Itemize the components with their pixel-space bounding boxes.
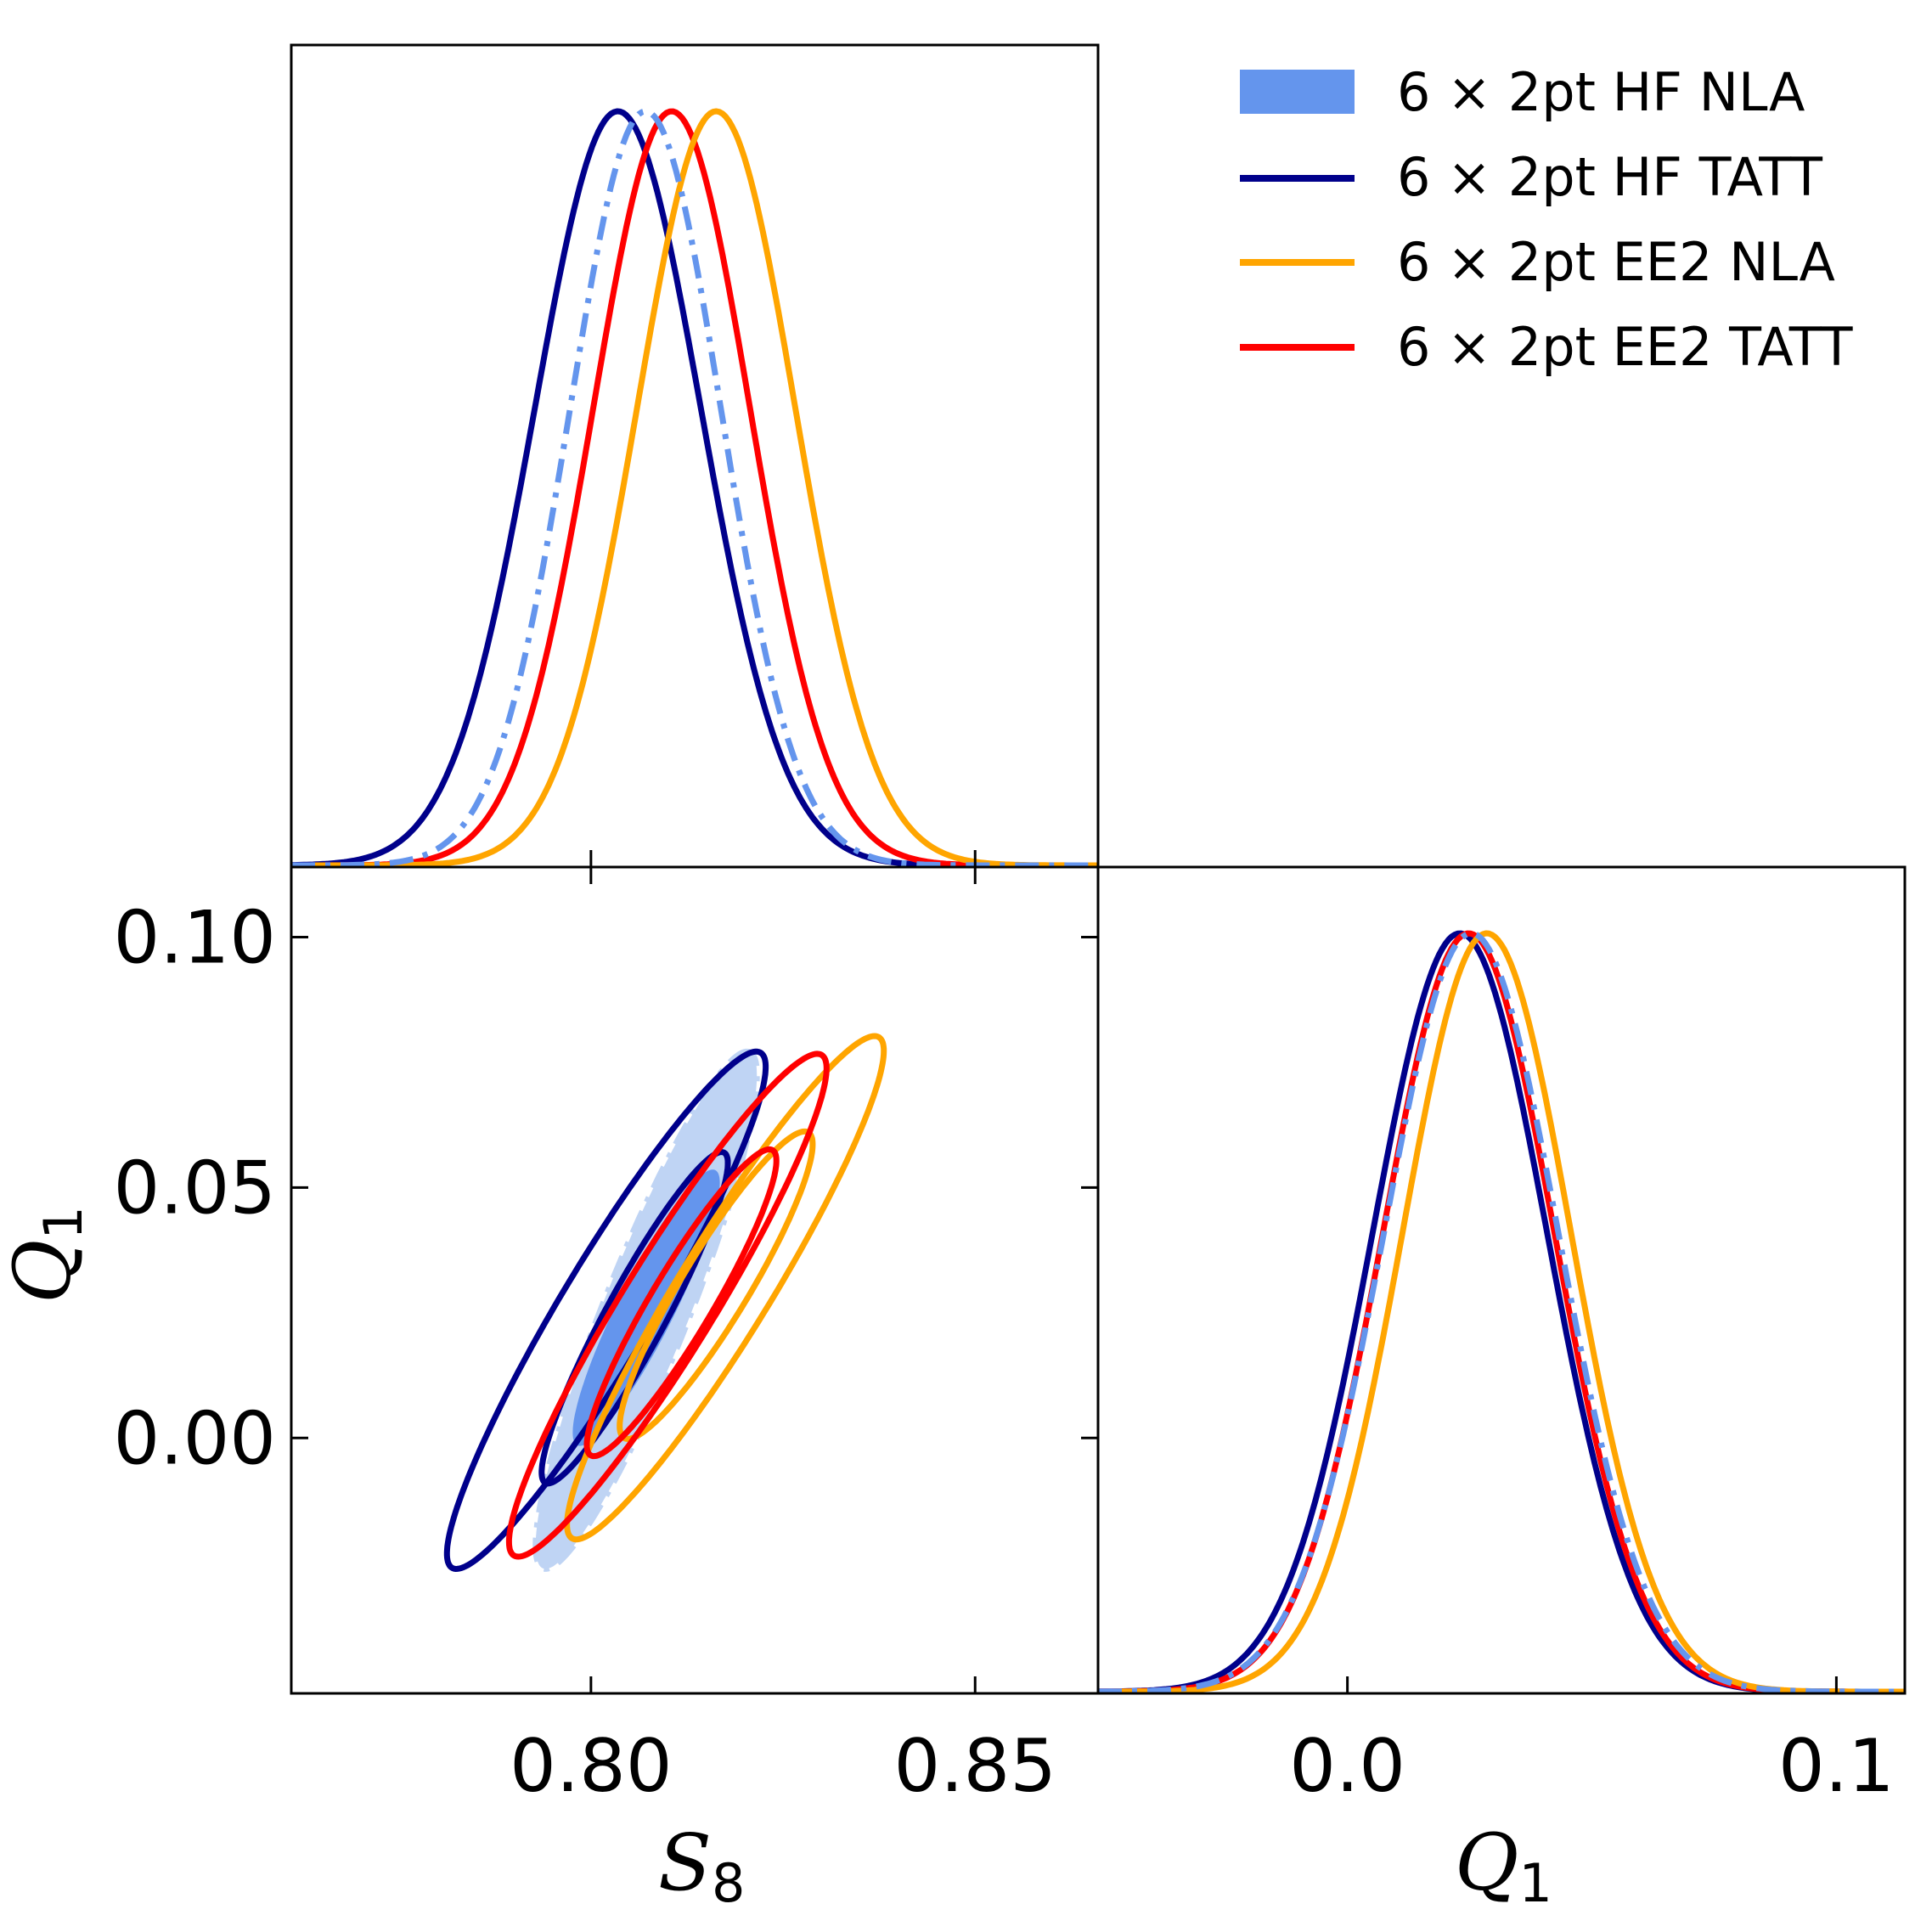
contour-95-ee2-nla	[564, 1033, 887, 1543]
q1-y-tick-label: 0.05	[114, 1146, 276, 1231]
legend-label-ee2-tatt: 6 × 2pt EE2 TATT	[1397, 316, 1854, 378]
q1-marginal-curve-ee2-tatt	[1098, 930, 1905, 1695]
q1-marginal-curve-ee2-nla	[1098, 930, 1905, 1695]
legend-label-hf-nla: 6 × 2pt HF NLA	[1397, 61, 1805, 123]
q1-marginal-frame	[1096, 865, 1907, 1695]
q1-marginal-panel: 0.0 0.1	[1096, 865, 1907, 1809]
q1-marginal-curve-hf-tatt	[1098, 930, 1905, 1695]
y-axis-label-q1: Q1	[0, 1206, 94, 1304]
q1-marginal-curve-hf-nla	[1098, 930, 1905, 1695]
axis-labels: S8 Q1 Q1	[0, 1206, 1552, 1914]
s8-marginal-panel	[290, 43, 1100, 869]
s8-marginal-curve-hf-nla	[291, 108, 1098, 869]
contour-95-ee2-tatt	[505, 1050, 830, 1560]
s8-marginal-frame	[290, 43, 1100, 869]
legend-swatch-hf-nla	[1240, 70, 1355, 114]
legend-label-hf-tatt: 6 × 2pt HF TATT	[1397, 146, 1823, 208]
q1-y-tick-label: 0.10	[114, 896, 276, 981]
s8-q1-contour-panel: 0.80 0.85 0.00 0.05 0.10	[114, 865, 1100, 1809]
s8-marginal-curve-ee2-nla	[291, 108, 1098, 869]
q1-y-tick-label: 0.00	[114, 1396, 276, 1481]
s8-marginal-curve-ee2-tatt	[291, 108, 1098, 869]
s8-tick-label: 0.85	[893, 1724, 1056, 1809]
legend: 6 × 2pt HF NLA 6 × 2pt HF TATT 6 × 2pt E…	[1240, 61, 1854, 378]
contour-68-ee2-tatt	[583, 1146, 780, 1460]
s8-tick-label: 0.80	[510, 1724, 672, 1809]
x-axis-label-q1: Q1	[1455, 1817, 1552, 1914]
x-axis-label-s8: S8	[658, 1817, 745, 1914]
q1-x-tick-label: 0.0	[1289, 1724, 1405, 1809]
q1-x-tick-label: 0.1	[1778, 1724, 1895, 1809]
legend-label-ee2-nla: 6 × 2pt EE2 NLA	[1397, 231, 1835, 293]
s8-marginal-curve-hf-tatt	[291, 108, 1098, 869]
